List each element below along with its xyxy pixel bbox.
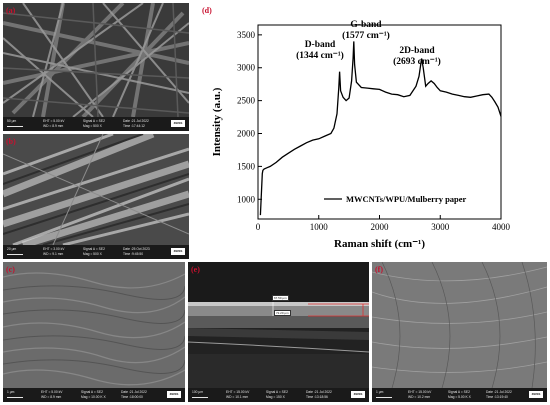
y-tick-label: 3000 — [237, 63, 256, 73]
sem-image-c — [3, 262, 185, 388]
info-mag-a: Mag = 500 X — [83, 124, 102, 128]
panel-label-f: (f) — [375, 265, 383, 274]
peak-annotation-value: (2693 cm⁻¹) — [393, 56, 441, 67]
info-eht-b: EHT = 3.00 kV — [43, 247, 65, 251]
info-signal-a: Signal A = SE2 — [83, 119, 105, 123]
scale-bar-f: 1 μm — [376, 390, 392, 398]
y-tick-label: 3500 — [237, 30, 256, 40]
info-signal-c: Signal A = SE2 — [81, 390, 103, 394]
peak-annotation-title: G-band — [350, 20, 382, 30]
scale-label-c: 1 μm — [7, 390, 15, 394]
y-tick-label: 1000 — [237, 194, 256, 204]
info-wd-f: WD = 10.2 mm — [408, 395, 431, 399]
x-tick-label: 2000 — [371, 222, 390, 232]
info-wd-e: WD = 10.1 mm — [226, 395, 249, 399]
raman-chart: 0 1000 2000 3000 4000 1000 1500 2000 2500 3000 350… — [194, 3, 547, 259]
sem-panel-f: (f) 1 μm EHT = 15.00 kV WD = 10.2 mm Sig… — [372, 262, 547, 402]
scale-bar-b: 20 μm — [7, 247, 23, 255]
info-mag-b: Mag = 500 X — [83, 252, 102, 256]
info-time-f: Time :13:19:40 — [486, 395, 508, 399]
info-time-a: Time :17:44:12 — [123, 124, 145, 128]
sem-panel-e: 67.50 μm 72.20 μm (e) 100 μm EHT = 15.00… — [188, 262, 369, 402]
raman-chart-svg: 0 1000 2000 3000 4000 1000 1500 2000 2500 3000 350… — [202, 6, 511, 250]
info-date-b: Date :25 Oct 2023 — [123, 247, 150, 251]
sem-panel-b: (b) 20 μm EHT = 3.00 kV WD = 9.1 mm Sign… — [3, 134, 189, 259]
x-tick-label: 3000 — [431, 222, 450, 232]
sem-info-bar-c: 1 μm EHT = 5.00 kV WD = 8.9 mm Signal A … — [3, 388, 185, 402]
raman-spectrum-line — [259, 41, 502, 216]
info-time-e: Time :13:18:56 — [306, 395, 328, 399]
peak-annotation-value: (1344 cm⁻¹) — [296, 50, 344, 61]
sem-image-f — [372, 262, 547, 388]
info-mag-f: Mag = 5.00 K X — [448, 395, 471, 399]
info-mag-e: Mag = 150 X — [266, 395, 285, 399]
info-date-a: Date :21 Jul 2022 — [123, 119, 149, 123]
y-axis-label: Intensity (a.u.) — [211, 87, 223, 156]
info-time-c: Time :18:00:00 — [121, 395, 143, 399]
panel-label-b: (b) — [6, 137, 16, 146]
info-eht-f: EHT = 15.00 kV — [408, 390, 432, 394]
plot-frame — [257, 24, 502, 220]
info-eht-c: EHT = 5.00 kV — [41, 390, 63, 394]
info-eht-a: EHT = 5.00 kV — [43, 119, 65, 123]
scale-label-a: 50 μm — [7, 119, 17, 123]
y-tick-label: 2500 — [237, 96, 256, 106]
info-date-e: Date :21 Jul 2022 — [306, 390, 332, 394]
scale-bar-a: 50 μm — [7, 119, 23, 127]
sem-info-bar-a: 50 μm EHT = 5.00 kV WD = 8.9 mm Signal A… — [3, 117, 189, 131]
info-date-f: Date :21 Jul 2022 — [486, 390, 512, 394]
x-axis-label: Raman shift (cm⁻¹) — [334, 238, 425, 250]
x-tick-label: 4000 — [492, 222, 511, 232]
peak-annotation-title: D-band — [305, 40, 336, 50]
sem-panel-c: (c) 1 μm EHT = 5.00 kV WD = 8.9 mm Signa… — [3, 262, 185, 402]
panel-label-a: (a) — [6, 6, 16, 15]
info-wd-c: WD = 8.9 mm — [41, 395, 62, 399]
legend-label: MWCNTs/WPU/Mulberry paper — [346, 194, 467, 204]
scale-label-e: 100 μm — [192, 390, 204, 394]
info-wd-b: WD = 9.1 mm — [43, 252, 64, 256]
sem-info-bar-f: 1 μm EHT = 15.00 kV WD = 10.2 mm Signal … — [372, 388, 547, 402]
y-tick-label: 1500 — [237, 161, 256, 171]
info-wd-a: WD = 8.9 mm — [43, 124, 64, 128]
zeiss-logo: ZEISS — [171, 120, 185, 127]
sem-info-bar-e: 100 μm EHT = 15.00 kV WD = 10.1 mm Signa… — [188, 388, 369, 402]
scale-label-f: 1 μm — [376, 390, 384, 394]
x-tick-label: 1000 — [310, 222, 329, 232]
zeiss-logo: ZEISS — [529, 391, 543, 398]
peak-annotation-title: 2D-band — [399, 46, 435, 56]
info-date-c: Date :21 Jul 2022 — [121, 390, 147, 394]
info-signal-b: Signal A = SE2 — [83, 247, 105, 251]
peak-annotation-value: (1577 cm⁻¹) — [342, 30, 390, 41]
panel-label-c: (c) — [6, 265, 15, 274]
sem-panel-a: (a) 50 μm EHT = 5.00 kV WD = 8.9 mm Sign… — [3, 3, 189, 131]
info-time-b: Time :9:45:50 — [123, 252, 144, 256]
panel-label-e: (e) — [191, 265, 200, 274]
scale-bar-c: 1 μm — [7, 390, 23, 398]
info-mag-c: Mag = 10.00 K X — [81, 395, 106, 399]
panel-label-d: (d) — [202, 6, 212, 15]
sem-image-a — [3, 3, 189, 117]
info-eht-e: EHT = 15.00 kV — [226, 390, 250, 394]
x-tick-label: 0 — [256, 222, 261, 232]
measurement-label-2: 72.20 μm — [274, 310, 291, 316]
info-signal-f: Signal A = SE2 — [448, 390, 470, 394]
y-tick-label: 2000 — [237, 129, 256, 139]
info-signal-e: Signal A = SE2 — [266, 390, 288, 394]
sem-image-e — [188, 262, 369, 388]
measurement-label-1: 67.50 μm — [272, 295, 289, 301]
zeiss-logo: ZEISS — [351, 391, 365, 398]
scale-bar-e: 100 μm — [192, 390, 208, 398]
sem-image-b — [3, 134, 189, 245]
zeiss-logo: ZEISS — [171, 248, 185, 255]
sem-info-bar-b: 20 μm EHT = 3.00 kV WD = 9.1 mm Signal A… — [3, 245, 189, 259]
scale-label-b: 20 μm — [7, 247, 17, 251]
zeiss-logo: ZEISS — [167, 391, 181, 398]
